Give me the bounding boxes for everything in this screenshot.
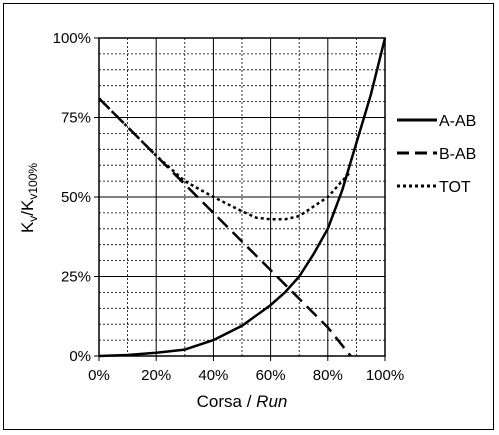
y-axis-title-sub2: v100% <box>26 163 40 200</box>
x-tick-label: 0% <box>88 367 110 384</box>
legend-label-tot: TOT <box>439 179 471 196</box>
x-tick-label: 60% <box>256 367 286 384</box>
y-axis-title: Kv/Kv100% <box>18 163 40 233</box>
x-axis-title-italic: Run <box>256 392 287 411</box>
y-axis-title-mid: /K <box>18 199 37 216</box>
legend: A-AB B-AB TOT <box>397 113 476 196</box>
y-tick-label: 50% <box>61 189 91 206</box>
tick-labels: 0% 25% 50% 75% 100% 0% 20% 40% 60% 80% 100% <box>53 30 405 384</box>
y-tick-label: 0% <box>69 348 91 365</box>
series-line-b-ab <box>98 97 352 357</box>
x-tick-label: 80% <box>313 367 343 384</box>
y-axis-title-k: K <box>18 221 37 233</box>
x-axis-title: Corsa / Run <box>197 392 288 411</box>
y-tick-label: 100% <box>53 30 91 47</box>
y-axis-title-sub1: v <box>26 216 40 222</box>
x-tick-label: 100% <box>366 367 404 384</box>
y-tick-label: 25% <box>61 269 91 286</box>
legend-label-a-ab: A-AB <box>439 113 476 130</box>
x-axis-title-main: Corsa / <box>197 392 257 411</box>
x-tick-label: 40% <box>198 367 228 384</box>
chart-frame <box>3 3 494 430</box>
legend-label-b-ab: B-AB <box>439 146 476 163</box>
series-line-tot <box>98 97 352 221</box>
minor-gridlines <box>99 38 385 356</box>
y-tick-label: 75% <box>61 110 91 127</box>
series-lines <box>98 37 387 358</box>
x-tick-label: 20% <box>141 367 171 384</box>
major-gridlines <box>99 38 385 356</box>
series-line-a-ab <box>98 37 387 358</box>
